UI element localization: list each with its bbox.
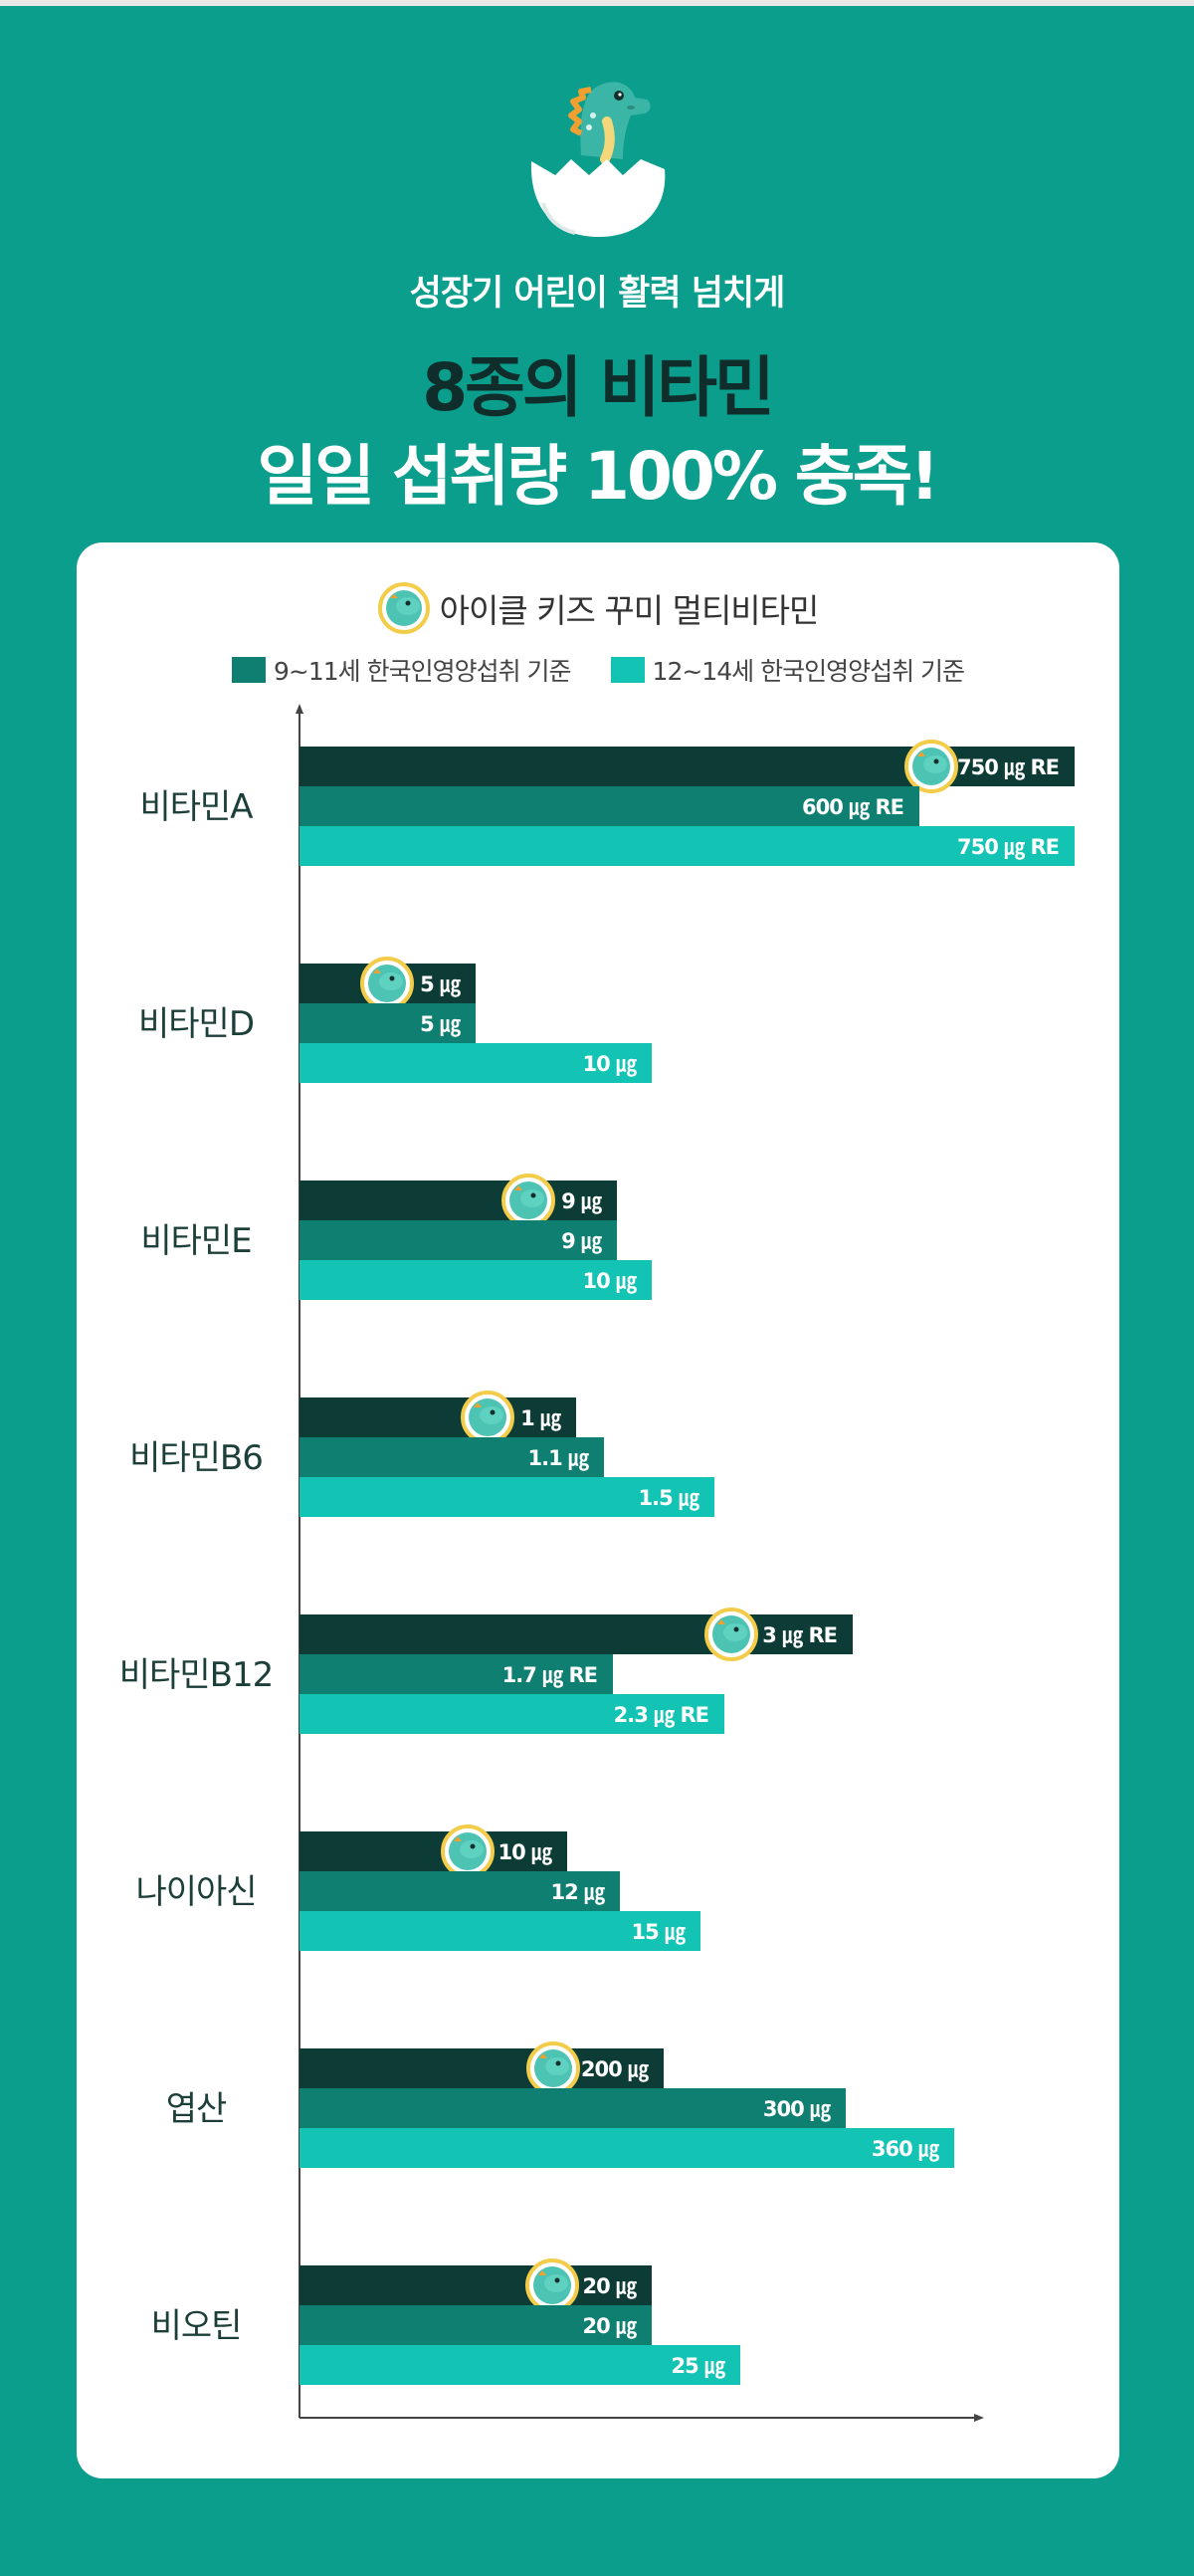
category-label: 나이아신: [135, 1872, 256, 1912]
bar-data-label: 10 ㎍: [582, 1052, 637, 1078]
bar-data-label: 2.3 ㎍ RE: [614, 1703, 708, 1729]
bar-data-label: 25 ㎍: [671, 2354, 725, 2380]
vitamin-bar-chart: 비타민A 750 ㎍ RE 600 ㎍ RE 750 ㎍ RE 비타민D 5 ㎍ 5 ㎍ 10…: [119, 704, 1075, 2422]
legend-label-9-11: 9~11세 한국인영양섭취 기준: [273, 657, 572, 686]
bar-series-3: [299, 826, 1075, 866]
bar-series-1: [299, 2048, 664, 2088]
bar-data-label: 15 ㎍: [631, 1920, 686, 1946]
title-line-1: 8종의 비타민: [422, 349, 775, 426]
bar-data-label: 10 ㎍: [582, 1269, 637, 1295]
bar-series-3: [299, 2345, 740, 2385]
bar-data-label: 10 ㎍: [498, 1840, 552, 1866]
category-label: 비오틴: [151, 2306, 242, 2346]
bar-series-3: [299, 1477, 714, 1517]
legend-item-9-11: 9~11세 한국인영양섭취 기준: [231, 652, 572, 688]
bar-data-label: 360 ㎍: [872, 2137, 939, 2163]
bar-data-label: 20 ㎍: [582, 2274, 637, 2300]
bar-series-2: [299, 1871, 620, 1911]
bar-data-label: 12 ㎍: [550, 1880, 605, 1906]
chart-card: 아이클 키즈 꾸미 멀티비타민 9~11세 한국인영양섭취 기준 12~14세 …: [77, 542, 1119, 2478]
category-label: 엽산: [166, 2089, 227, 2129]
title-line-2: 일일 섭취량 100% 충족!: [257, 438, 940, 515]
product-legend: 아이클 키즈 꾸미 멀티비타민: [77, 578, 1119, 638]
bar-series-1: [299, 2265, 652, 2305]
category-label: 비타민A: [139, 787, 253, 827]
bar-series-2: [299, 1003, 476, 1043]
bar-data-label: 9 ㎍: [561, 1229, 602, 1255]
bar-series-3: [299, 1043, 652, 1083]
dinosaur-badge-icon: [461, 1391, 514, 1444]
dinosaur-egg-mascot-icon: [530, 82, 666, 237]
bar-series-2: [299, 786, 919, 826]
x-axis-arrow: [974, 2414, 984, 2422]
bar-data-label: 1.1 ㎍: [527, 1446, 589, 1472]
subtitle: 성장기 어린이 활력 넘치게: [409, 274, 786, 314]
bar-series-2: [299, 1654, 613, 1694]
bar-series-1: [299, 1181, 617, 1220]
bar-series-2: [299, 2305, 652, 2345]
bar-data-label: 1.7 ㎍ RE: [502, 1663, 597, 1689]
product-name: 아이클 키즈 꾸미 멀티비타민: [439, 591, 820, 630]
bar-series-2: [299, 1437, 604, 1477]
dinosaur-badge-icon: [704, 1608, 758, 1661]
bar-data-label: 750 ㎍ RE: [957, 755, 1059, 781]
dinosaur-badge-icon: [525, 2258, 579, 2312]
legend-swatch-9-11: [231, 657, 266, 683]
bar-series-1: [299, 1831, 567, 1871]
top-strip: [0, 0, 1194, 6]
dinosaur-badge-icon: [904, 740, 958, 793]
bar-data-label: 5 ㎍: [420, 972, 461, 998]
category-label: 비타민E: [140, 1221, 251, 1261]
dinosaur-badge-icon: [441, 1825, 495, 1878]
bar-series-2: [299, 2088, 846, 2128]
bar-data-label: 1 ㎍: [520, 1406, 561, 1432]
bar-data-label: 1.5 ㎍: [638, 1486, 699, 1512]
legend-item-12-14: 12~14세 한국인영양섭취 기준: [610, 652, 965, 688]
dinosaur-badge-icon: [360, 957, 414, 1010]
bar-data-label: 750 ㎍ RE: [957, 835, 1059, 861]
bar-data-label: 3 ㎍ RE: [762, 1623, 837, 1649]
bar-series-3: [299, 1694, 724, 1734]
dinosaur-badge-icon: [526, 2041, 580, 2095]
bar-data-label: 9 ㎍: [561, 1189, 602, 1215]
legend-swatch-12-14: [610, 657, 645, 683]
chart-legend: 9~11세 한국인영양섭취 기준 12~14세 한국인영양섭취 기준: [77, 650, 1119, 690]
dinosaur-badge-icon: [501, 1174, 555, 1227]
bar-series-3: [299, 1260, 652, 1300]
bar-series-1: [299, 1614, 853, 1654]
bar-data-label: 600 ㎍ RE: [802, 795, 903, 821]
dinosaur-badge-icon: [377, 582, 430, 634]
y-axis-arrow: [296, 704, 303, 714]
bar-series-2: [299, 1220, 617, 1260]
category-label: 비타민D: [138, 1004, 254, 1044]
bar-data-label: 5 ㎍: [420, 1012, 461, 1038]
bar-data-label: 20 ㎍: [582, 2314, 637, 2340]
bar-data-label: 200 ㎍: [581, 2057, 649, 2083]
bar-series-3: [299, 1911, 700, 1951]
bar-data-label: 300 ㎍: [763, 2097, 831, 2123]
bar-series-1: [299, 1397, 576, 1437]
legend-label-12-14: 12~14세 한국인영양섭취 기준: [652, 657, 965, 686]
category-label: 비타민B6: [129, 1438, 263, 1478]
category-label: 비타민B12: [119, 1655, 273, 1695]
bar-series-3: [299, 2128, 954, 2168]
